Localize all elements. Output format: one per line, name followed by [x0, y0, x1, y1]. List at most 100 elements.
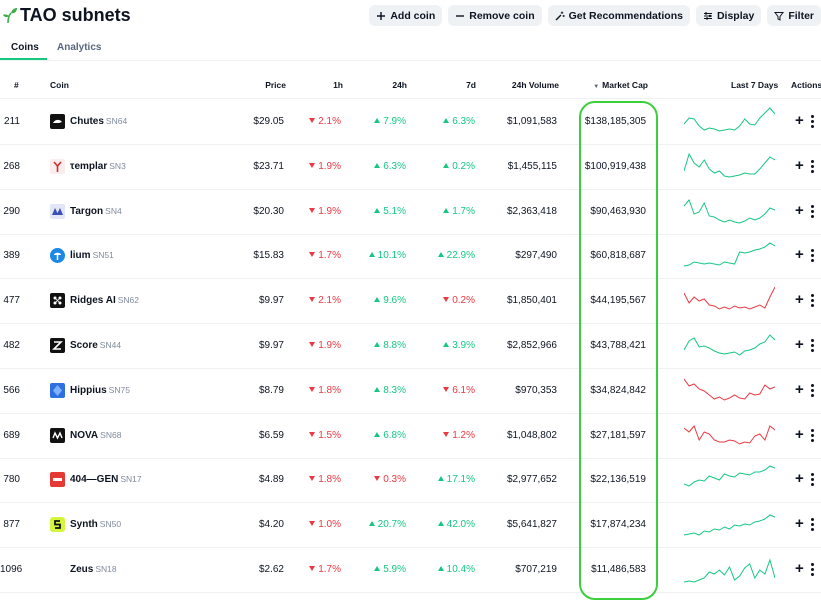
- table-row[interactable]: 477 Ridges AI SN62 $9.97 2.1% 9.6% 0.2% $…: [0, 279, 821, 325]
- add-to-watchlist-icon[interactable]: +: [795, 246, 804, 264]
- caret-up-icon: [443, 342, 450, 347]
- caret-up-icon: [443, 118, 450, 123]
- more-options-icon[interactable]: [811, 383, 815, 398]
- table-row[interactable]: 877 Synth SN50 $4.20 1.0% 20.7% 42.0% $5,…: [0, 503, 821, 549]
- change-24h-cell: 5.1%: [374, 206, 406, 217]
- change-1h-cell: 2.1%: [309, 295, 341, 306]
- coin-name-link[interactable]: Chutes SN64: [70, 116, 127, 127]
- sparkline-7d: [684, 465, 775, 487]
- price-cell: $9.97: [258, 295, 284, 307]
- coin-symbol: SN50: [99, 519, 122, 530]
- plus-icon: [377, 11, 386, 20]
- add-to-watchlist-icon[interactable]: +: [795, 560, 804, 577]
- col-24h[interactable]: 24h: [392, 80, 407, 90]
- price-cell: $20.30: [253, 205, 284, 217]
- sparkline-7d: [684, 286, 775, 310]
- more-options-icon[interactable]: [811, 204, 815, 219]
- change-24h-value: 10.1%: [377, 250, 406, 262]
- more-options-icon[interactable]: [811, 428, 815, 443]
- change-7d-value: 10.4%: [446, 564, 475, 575]
- coin-name: Synth: [70, 519, 98, 531]
- table-row[interactable]: 211 Chutes SN64 $29.05 2.1% 7.9% 6.3% $1,…: [0, 100, 821, 145]
- change-24h-cell: 7.9%: [374, 116, 406, 127]
- col-rank[interactable]: #: [14, 80, 19, 90]
- coin-name-link[interactable]: 404—GEN SN17: [70, 474, 142, 485]
- coin-name-link[interactable]: Score SN44: [70, 340, 121, 351]
- market-cap-cell: $138,185,305: [584, 116, 646, 127]
- tab-analytics[interactable]: Analytics: [57, 42, 102, 53]
- add-to-watchlist-icon[interactable]: +: [795, 201, 804, 219]
- coin-name-link[interactable]: Synth SN50: [70, 519, 121, 530]
- market-cap-cell: $43,788,421: [590, 340, 646, 351]
- add-to-watchlist-icon[interactable]: +: [795, 336, 804, 353]
- table-row[interactable]: 1096 Zeus SN18 $2.62 1.7% 5.9% 10.4% $707…: [0, 548, 821, 593]
- table-row[interactable]: 566 Hippius SN75 $8.79 1.8% 8.3% 6.1% $97…: [0, 369, 821, 414]
- add-to-watchlist-icon[interactable]: +: [795, 112, 804, 129]
- tab-coins[interactable]: Coins: [11, 42, 39, 53]
- change-24h-value: 9.6%: [383, 295, 406, 307]
- change-1h-cell: 1.7%: [309, 564, 341, 575]
- col-coin[interactable]: Coin: [50, 80, 69, 90]
- more-options-icon[interactable]: [811, 339, 815, 353]
- change-7d-cell: 6.1%: [443, 385, 475, 396]
- remove-coin-button[interactable]: Remove coin: [448, 5, 542, 26]
- table-row[interactable]: 689 NOVA SN68 $6.59 1.5% 6.8% 1.2% $1,048…: [0, 414, 821, 459]
- change-1h-value: 1.0%: [318, 519, 341, 531]
- rank-cell: 482: [3, 340, 20, 351]
- table-row[interactable]: 268 τemplar SN3 $23.71 1.9% 6.3% 0.2% $1,…: [0, 145, 821, 190]
- more-options-icon[interactable]: [811, 115, 815, 129]
- volume-24h-cell: $707,219: [515, 564, 557, 575]
- add-to-watchlist-icon[interactable]: +: [795, 515, 804, 533]
- more-options-icon[interactable]: [811, 563, 815, 577]
- add-to-watchlist-icon[interactable]: +: [795, 470, 804, 488]
- filter-button[interactable]: Filter: [767, 5, 821, 26]
- table-row[interactable]: 389 lium SN51 $15.83 1.7% 10.1% 22.9% $29…: [0, 234, 821, 280]
- add-to-watchlist-icon[interactable]: +: [795, 156, 804, 174]
- table-row[interactable]: 482 Score SN44 $9.97 1.9% 8.8% 3.9% $2,85…: [0, 324, 821, 369]
- caret-up-icon: [374, 207, 381, 213]
- caret-down-icon: [309, 252, 316, 258]
- table-row[interactable]: 290 Targon SN4 $20.30 1.9% 5.1% 1.7% $2,3…: [0, 190, 821, 235]
- change-7d-cell: 10.4%: [437, 564, 475, 575]
- more-options-icon[interactable]: [811, 249, 815, 263]
- change-1h-cell: 1.5%: [309, 430, 341, 441]
- col-actions: Actions: [791, 80, 821, 90]
- get-recommendations-button[interactable]: Get Recommendations: [547, 5, 690, 26]
- col-market-cap[interactable]: ▼ Market Cap: [593, 80, 648, 90]
- add-to-watchlist-icon[interactable]: +: [795, 425, 804, 443]
- funnel-icon: [774, 11, 785, 21]
- coin-name-link[interactable]: τemplar SN3: [70, 161, 126, 172]
- display-button[interactable]: Display: [695, 5, 762, 26]
- price-cell: $4.89: [258, 474, 284, 486]
- more-options-icon[interactable]: [811, 159, 815, 174]
- col-price[interactable]: Price: [265, 80, 286, 90]
- col-market-cap-label: Market Cap: [602, 80, 648, 90]
- add-to-watchlist-icon[interactable]: +: [795, 380, 804, 398]
- change-24h-cell: 20.7%: [368, 519, 406, 530]
- coin-name-link[interactable]: Zeus SN18: [70, 564, 117, 575]
- change-7d-value: 17.1%: [446, 474, 475, 486]
- more-options-icon[interactable]: [811, 294, 815, 308]
- add-coin-button[interactable]: Add coin: [369, 5, 443, 26]
- coin-name-link[interactable]: Ridges AI SN62: [70, 295, 139, 306]
- col-24h-volume[interactable]: 24h Volume: [511, 80, 559, 90]
- caret-down-icon: [309, 207, 316, 213]
- col-1h[interactable]: 1h: [333, 80, 343, 90]
- coin-name-link[interactable]: Targon SN4: [70, 206, 122, 217]
- volume-24h-cell: $2,852,966: [506, 340, 557, 351]
- col-7d[interactable]: 7d: [466, 80, 476, 90]
- add-to-watchlist-icon[interactable]: +: [795, 291, 804, 309]
- market-cap-cell: $11,486,583: [591, 564, 646, 575]
- coin-name: Chutes: [70, 116, 104, 127]
- coin-name-link[interactable]: lium SN51: [70, 250, 114, 261]
- coin-name: Targon: [70, 205, 104, 217]
- more-options-icon[interactable]: [811, 473, 815, 487]
- change-1h-cell: 1.8%: [309, 385, 341, 396]
- table-header: # Coin Price 1h 24h 7d 24h Volume ▼ Marke…: [0, 70, 821, 99]
- coin-name-link[interactable]: NOVA SN68: [70, 430, 121, 441]
- price-cell: $6.59: [258, 429, 284, 441]
- more-options-icon[interactable]: [811, 518, 815, 532]
- table-row[interactable]: 780 404—GEN SN17 $4.89 1.8% 0.3% 17.1% $2…: [0, 458, 821, 504]
- coin-name-link[interactable]: Hippius SN75: [70, 385, 130, 396]
- price-cell: $2.62: [258, 564, 284, 575]
